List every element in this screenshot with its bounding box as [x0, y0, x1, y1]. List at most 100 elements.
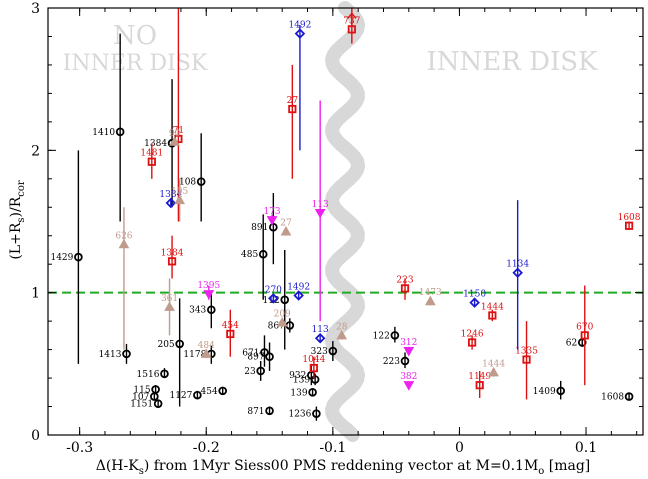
x-tick-label: 0 — [455, 440, 464, 456]
data-point: 1127 — [169, 390, 202, 401]
point-label: 737 — [343, 16, 360, 26]
lower-limit-arrow — [347, 12, 357, 25]
data-point: 139 — [293, 373, 320, 385]
point-label: 108 — [179, 178, 196, 188]
marker — [265, 352, 274, 362]
marker — [226, 329, 235, 339]
marker — [167, 257, 177, 266]
y-tick-label: 0 — [31, 428, 40, 444]
marker — [400, 356, 410, 366]
data-point: 90 — [169, 129, 181, 147]
marker — [268, 293, 279, 304]
data-point: 671 — [242, 335, 269, 367]
x-tick-label: 0.1 — [575, 440, 597, 456]
data-point: 1134 — [506, 200, 529, 350]
point-label: 382 — [400, 372, 417, 382]
point-label: 122 — [373, 331, 390, 341]
point-label: 23 — [244, 367, 256, 377]
point-label: 209 — [274, 310, 291, 320]
marker — [312, 409, 321, 418]
marker — [467, 338, 477, 347]
data-point: 139 — [290, 387, 317, 398]
marker — [164, 301, 175, 311]
marker — [196, 177, 206, 186]
marker — [314, 208, 326, 219]
marker — [280, 225, 292, 236]
marker — [294, 28, 306, 39]
data-point: 1384 — [159, 190, 183, 209]
data-point: 108 — [179, 133, 206, 222]
data-point: 113 — [312, 100, 329, 322]
marker — [160, 369, 169, 379]
marker — [522, 355, 531, 364]
data-point: 323 — [311, 341, 338, 361]
marker — [288, 104, 297, 114]
marker — [265, 406, 274, 416]
data-point: 223 — [383, 352, 410, 369]
region-label-inner-disk: INNER DISK — [427, 47, 599, 77]
point-label: 932 — [289, 371, 306, 381]
point-label: 1608 — [618, 213, 641, 223]
point-label: 1150 — [463, 290, 486, 300]
point-label: 1395 — [197, 281, 220, 291]
point-label: 205 — [157, 340, 174, 350]
point-label: 28 — [336, 322, 348, 332]
point-label: 1444 — [482, 359, 505, 369]
data-point: 28 — [336, 322, 348, 340]
data-point: 1044 — [302, 355, 326, 379]
data-point: 62 — [566, 338, 587, 348]
data-point: 1608 — [618, 213, 641, 231]
point-label: 1151 — [130, 400, 153, 410]
point-label: 867 — [268, 321, 285, 331]
point-label: 454 — [201, 387, 218, 397]
marker — [308, 387, 317, 397]
point-label: 1335 — [515, 347, 538, 357]
point-label: 454 — [222, 321, 239, 331]
data-point: 1473 — [419, 288, 442, 306]
y-tick-label: 2 — [31, 143, 40, 159]
marker — [203, 290, 215, 300]
marker — [424, 295, 436, 306]
marker — [556, 386, 566, 396]
marker — [165, 197, 177, 209]
plot-frame — [47, 7, 644, 436]
point-label: 113 — [312, 325, 329, 335]
marker — [147, 157, 156, 166]
marker — [193, 390, 202, 400]
point-label: 71 — [173, 126, 184, 136]
data-point: 1481 — [140, 143, 163, 179]
marker — [310, 375, 320, 384]
data-point: 270 — [265, 285, 282, 304]
data-point: 113 — [312, 325, 329, 344]
series-tan: 90 105 626 27 361 484 209 28 1473 1444 — [115, 129, 505, 377]
marker — [150, 392, 159, 401]
point-label: 1413 — [99, 350, 122, 360]
y-tick-label: 3 — [31, 1, 40, 17]
point-label: 1236 — [288, 410, 311, 420]
point-label: 1127 — [169, 391, 192, 401]
point-label: 1178 — [183, 350, 206, 360]
marker — [400, 284, 410, 293]
marker — [469, 297, 480, 308]
data-point: 1444 — [481, 302, 504, 322]
point-label: 1384 — [159, 190, 182, 200]
point-label: 312 — [400, 338, 417, 348]
marker — [475, 381, 484, 390]
point-label: 105 — [171, 187, 188, 197]
point-label: 139 — [290, 388, 307, 398]
point-label: 1384 — [161, 248, 184, 258]
data-point: 626 — [115, 207, 133, 350]
point-label: 1134 — [506, 260, 529, 270]
marker — [336, 329, 348, 340]
data-point: 1149 — [468, 370, 491, 398]
data-point: 105 — [171, 178, 189, 222]
point-label: 1384 — [144, 139, 167, 149]
series-black: 1429141013841081413151620534311781151071… — [50, 33, 634, 421]
data-point: 343 — [189, 292, 216, 329]
data-point: 223 — [396, 275, 414, 300]
point-label: 27 — [287, 96, 299, 106]
region-labels: NO INNER DISK INNER DISK — [63, 21, 598, 77]
point-label: 270 — [265, 285, 282, 295]
point-label: 671 — [242, 348, 259, 358]
